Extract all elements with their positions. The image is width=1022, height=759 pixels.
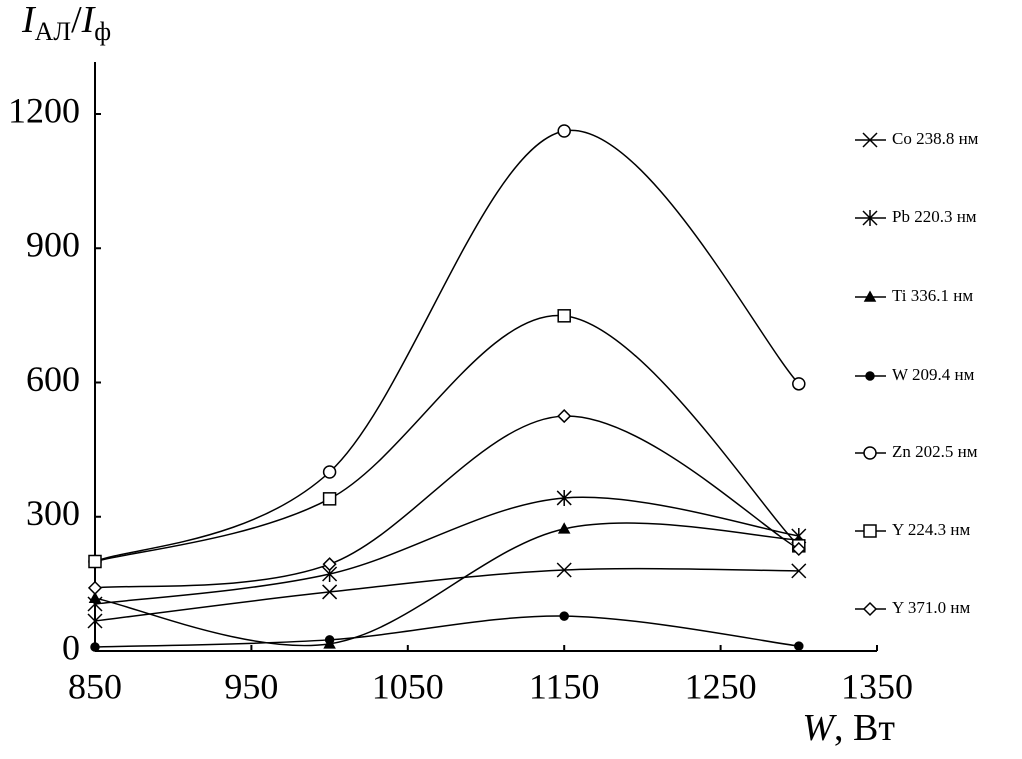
y-tick-label: 0 [62,627,80,667]
series-line [94,496,799,605]
x-tick-label: 1250 [685,666,757,706]
marker [791,541,806,557]
marker [557,522,571,534]
legend-marker [862,210,878,226]
legend-label: Pb 220.3 нм [892,207,977,226]
y-tick-label: 900 [26,225,80,265]
x-tick-label: 850 [68,666,122,706]
x-axis-label: W, Вт [802,707,895,749]
marker [87,580,103,595]
series-line [94,415,800,589]
series-line [94,129,800,563]
marker [90,642,100,652]
legend-label: Zn 202.5 нм [892,442,978,461]
marker [791,563,807,579]
x-tick-label: 1150 [529,666,600,706]
marker [322,465,337,479]
legend-label: Ti 336.1 нм [892,286,973,305]
legend-marker [863,524,877,538]
legend-marker [863,446,877,460]
series-line [94,522,799,647]
marker [324,635,335,645]
marker [88,591,102,603]
marker [559,611,569,621]
marker [557,124,571,138]
y-axis-label: IАЛ/Iф [21,0,111,46]
x-tick-label: 1350 [841,666,913,706]
legend-label: Y 224.3 нм [892,520,970,539]
marker [557,309,571,323]
marker [88,554,102,569]
x-tick-label: 1050 [372,666,444,706]
marker [87,613,103,629]
series-line [94,615,799,648]
marker [556,562,572,578]
marker [322,584,338,600]
marker [792,377,806,391]
series-line [94,567,799,622]
y-tick-label: 1200 [8,90,80,130]
legend-marker [863,290,877,302]
marker [794,641,804,651]
legend-marker [862,132,878,148]
series-line [94,315,800,563]
legend-label: Co 238.8 нм [892,129,979,148]
legend-marker [862,601,878,617]
x-tick-label: 950 [224,666,278,706]
legend-label: W 209.4 нм [892,365,975,384]
marker [557,409,572,424]
y-tick-label: 300 [26,493,80,533]
marker [322,557,337,572]
y-tick-label: 600 [26,359,80,399]
marker [322,492,337,506]
marker [556,489,572,506]
legend-marker [865,371,875,381]
legend-label: Y 371.0 нм [892,598,970,617]
